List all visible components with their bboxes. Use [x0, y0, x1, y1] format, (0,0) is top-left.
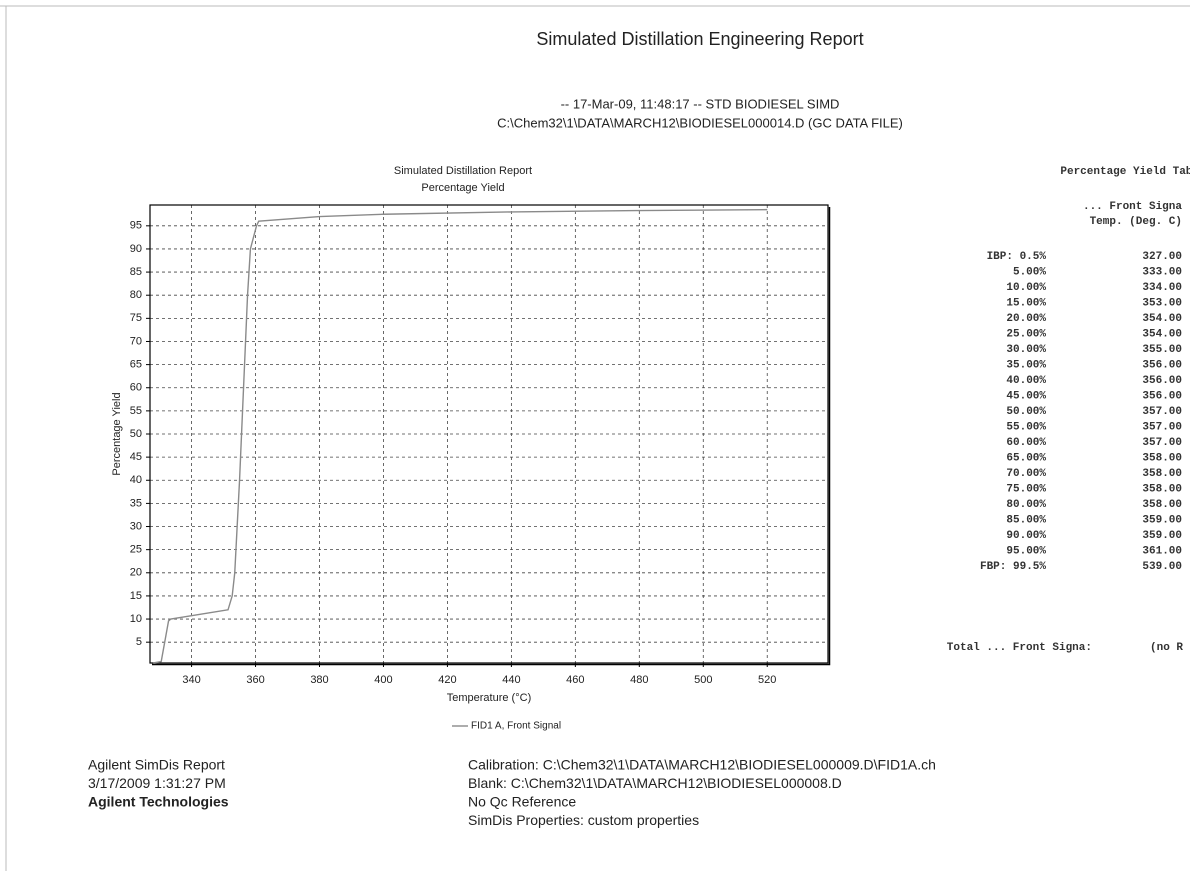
y-tick-label: 55 — [130, 405, 142, 417]
column-header: Temp. (Deg. C) — [1090, 216, 1182, 228]
plot-frame — [149, 204, 829, 664]
footer-right-line: SimDis Properties: custom properties — [468, 812, 699, 828]
plot-area: 5 10 15 20 25 30 35 40 45 50 55 60 65 70 75 80 85 90 95 340… — [130, 204, 831, 732]
row-label: 15.00% — [1006, 297, 1046, 309]
y-tick-label: 40 — [130, 474, 142, 486]
x-tick-label: 440 — [502, 674, 520, 686]
y-tick-label: 90 — [130, 243, 142, 255]
x-tick-label: 500 — [694, 674, 712, 686]
y-tick-label: 30 — [130, 520, 142, 532]
plot-frame-shadow — [152, 207, 831, 666]
row-label: 95.00% — [1006, 545, 1046, 557]
row-label: 55.00% — [1006, 421, 1046, 433]
chart-title: Simulated Distillation Report — [394, 165, 532, 177]
x-tick-label: 520 — [758, 674, 776, 686]
row-value: 357.00 — [1142, 406, 1182, 418]
footer-left-line: 3/17/2009 1:31:27 PM — [88, 775, 226, 791]
row-label: 60.00% — [1006, 437, 1046, 449]
total-label: Total ... Front Signa: — [947, 642, 1092, 654]
footer-left-line: Agilent Technologies — [88, 794, 229, 810]
row-value: 333.00 — [1142, 266, 1182, 278]
row-label: 80.00% — [1006, 499, 1046, 511]
y-tick-label: 70 — [130, 335, 142, 347]
report-title: Simulated Distillation Engineering Repor… — [536, 29, 863, 49]
x-tick-label: 420 — [438, 674, 456, 686]
y-tick-label: 60 — [130, 382, 142, 394]
row-value: 358.00 — [1142, 468, 1182, 480]
y-axis-label: Percentage Yield — [111, 392, 123, 475]
row-value: 539.00 — [1142, 561, 1182, 573]
data-line — [153, 208, 768, 664]
y-tick-label: 10 — [130, 613, 142, 625]
y-tick-label: 50 — [130, 428, 142, 440]
row-value: 354.00 — [1142, 313, 1182, 325]
row-value: 358.00 — [1142, 483, 1182, 495]
x-tick-label: 340 — [182, 674, 200, 686]
row-label: 50.00% — [1006, 406, 1046, 418]
row-value: 357.00 — [1142, 437, 1182, 449]
y-tick-label: 65 — [130, 359, 142, 371]
legend-label: FID1 A, Front Signal — [471, 721, 561, 732]
row-label: IBP: 0.5% — [987, 251, 1047, 263]
x-tick-label: 480 — [630, 674, 648, 686]
footer-right-line: Calibration: C:\Chem32\1\DATA\MARCH12\BI… — [468, 757, 936, 773]
total-value: (no R — [1150, 642, 1183, 654]
row-label: 10.00% — [1006, 282, 1046, 294]
row-label: 90.00% — [1006, 530, 1046, 542]
row-value: 359.00 — [1142, 530, 1182, 542]
row-value: 361.00 — [1142, 545, 1182, 557]
x-axis-label: Temperature (°C) — [447, 692, 531, 704]
run-info: -- 17-Mar-09, 11:48:17 -- STD BIODIESEL … — [561, 96, 840, 111]
row-value: 357.00 — [1142, 421, 1182, 433]
row-value: 354.00 — [1142, 328, 1182, 340]
row-label: 65.00% — [1006, 452, 1046, 464]
row-label: FBP: 99.5% — [980, 561, 1046, 573]
y-tick-label: 95 — [130, 220, 142, 232]
row-label: 30.00% — [1006, 344, 1046, 356]
chart-subtitle: Percentage Yield — [421, 182, 504, 194]
y-tick-label: 20 — [130, 567, 142, 579]
row-label: 70.00% — [1006, 468, 1046, 480]
row-label: 35.00% — [1006, 359, 1046, 371]
footer-right-line: No Qc Reference — [468, 794, 576, 810]
row-value: 356.00 — [1142, 375, 1182, 387]
row-value: 356.00 — [1142, 390, 1182, 402]
y-tick-label: 75 — [130, 312, 142, 324]
x-tick-label: 380 — [310, 674, 328, 686]
row-value: 353.00 — [1142, 297, 1182, 309]
yield-table: IBP: 0.5% 327.00 5.00% 333.00 10.00% 334.00 15… — [980, 251, 1182, 573]
footer-left-line: Agilent SimDis Report — [88, 757, 225, 773]
y-tick-label: 80 — [130, 289, 142, 301]
x-tick-label: 400 — [374, 674, 392, 686]
y-tick-label: 15 — [130, 590, 142, 602]
row-label: 5.00% — [1013, 266, 1046, 278]
row-value: 355.00 — [1142, 344, 1182, 356]
row-value: 356.00 — [1142, 359, 1182, 371]
y-tick-label: 5 — [136, 636, 142, 648]
footer: Agilent SimDis Report 3/17/2009 1:31:27 P… — [88, 757, 936, 829]
y-tick-label: 35 — [130, 497, 142, 509]
footer-right-line: Blank: C:\Chem32\1\DATA\MARCH12\BIODIESE… — [468, 775, 842, 791]
x-tick-label: 360 — [246, 674, 264, 686]
row-value: 358.00 — [1142, 499, 1182, 511]
x-tick-label: 460 — [566, 674, 584, 686]
row-label: 40.00% — [1006, 375, 1046, 387]
row-value: 358.00 — [1142, 452, 1182, 464]
row-value: 334.00 — [1142, 282, 1182, 294]
y-tick-label: 85 — [130, 266, 142, 278]
table-title: Percentage Yield Table — [1060, 166, 1190, 178]
data-file: C:\Chem32\1\DATA\MARCH12\BIODIESEL000014… — [497, 115, 903, 130]
column-header: ... Front Signa — [1083, 201, 1182, 213]
row-label: 25.00% — [1006, 328, 1046, 340]
row-label: 75.00% — [1006, 483, 1046, 495]
row-value: 359.00 — [1142, 514, 1182, 526]
y-tick-label: 45 — [130, 451, 142, 463]
row-label: 85.00% — [1006, 514, 1046, 526]
row-value: 327.00 — [1142, 251, 1182, 263]
row-label: 45.00% — [1006, 390, 1046, 402]
row-label: 20.00% — [1006, 313, 1046, 325]
y-tick-label: 25 — [130, 544, 142, 556]
